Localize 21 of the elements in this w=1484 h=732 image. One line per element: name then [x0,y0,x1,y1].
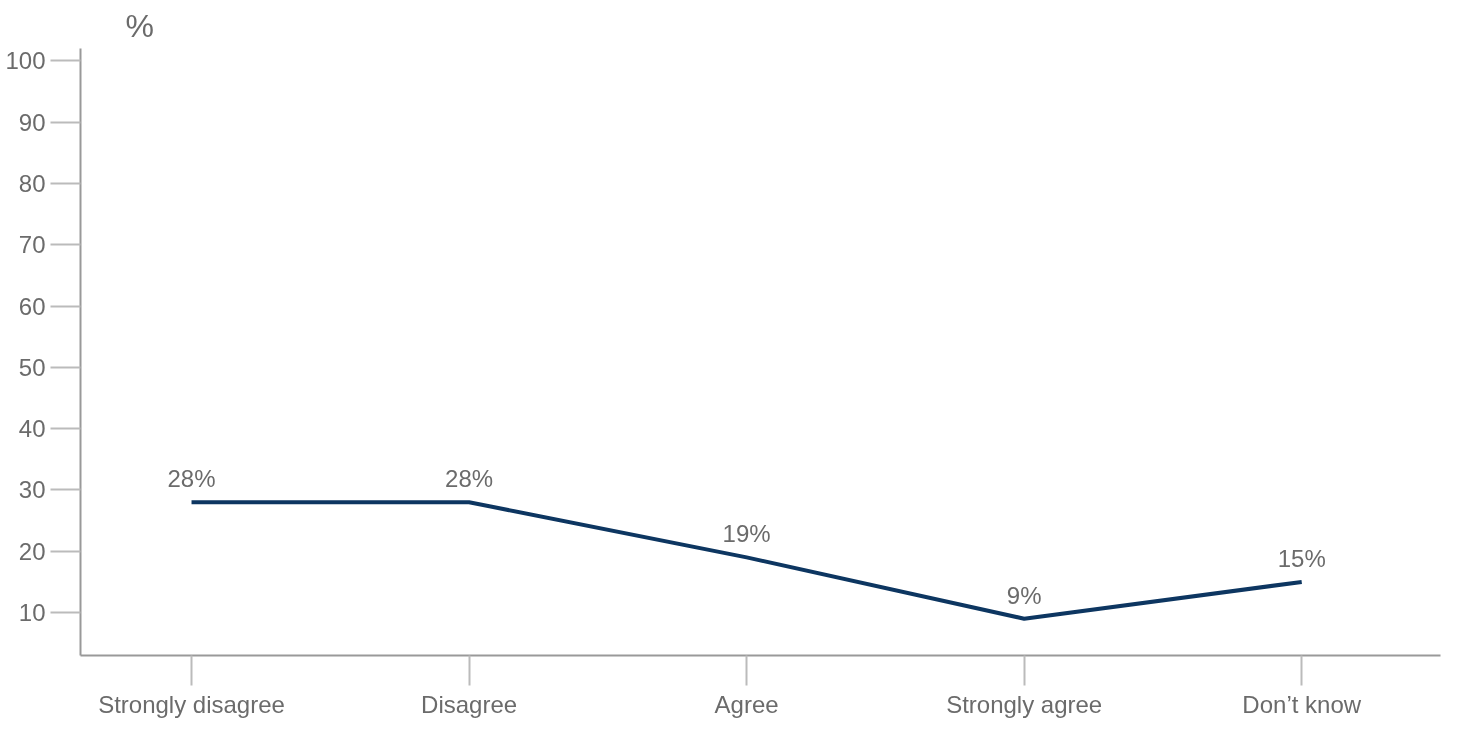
y-tick-label: 50 [18,353,46,381]
y-tick-label: 80 [18,169,46,197]
x-tick-label: Agree [714,690,779,718]
x-tick-label: Disagree [421,690,518,718]
data-label: 19% [722,520,771,548]
y-tick-label: 20 [18,537,46,565]
y-tick-label: 100 [5,47,46,75]
data-label: 28% [445,465,494,493]
x-tick-label: Don’t know [1242,690,1362,718]
y-tick-label: 90 [18,108,46,136]
data-label: 9% [1006,581,1042,609]
y-tick-label: 60 [18,292,46,320]
y-tick-label: 30 [18,476,46,504]
y-tick-label: 10 [18,599,46,627]
y-tick-label: 70 [18,231,46,259]
x-tick-label: Strongly disagree [98,690,285,718]
data-label: 15% [1277,544,1326,572]
x-tick-label: Strongly agree [946,690,1103,718]
data-label: 28% [167,465,216,493]
y-tick-label: 40 [18,415,46,443]
y-axis-title: % [125,7,154,44]
